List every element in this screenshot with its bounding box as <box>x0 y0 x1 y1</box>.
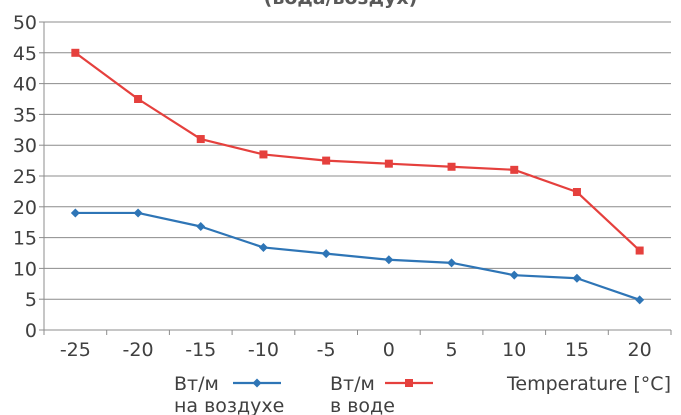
data-point <box>509 270 519 280</box>
y-tick-label: 25 <box>13 166 37 188</box>
data-point <box>635 246 644 255</box>
y-tick-label: 0 <box>25 320 37 342</box>
y-axis-ticks: 0 5 10 15 20 25 30 35 40 45 50 <box>13 12 44 342</box>
x-tick-label: 0 <box>383 339 395 361</box>
data-point <box>258 242 268 252</box>
y-tick-label: 30 <box>13 135 37 157</box>
y-tick-label: 10 <box>13 258 37 280</box>
y-tick-label: 20 <box>13 197 37 219</box>
chart-title: (вода/воздух) <box>0 0 681 9</box>
data-point <box>572 273 582 283</box>
x-tick-label: -10 <box>248 339 279 361</box>
data-point <box>71 48 80 57</box>
x-axis-ticks: -25 -20 -15 -10 -5 0 5 10 15 20 <box>43 330 672 361</box>
data-point <box>196 135 205 144</box>
data-point <box>405 379 413 387</box>
y-tick-label: 45 <box>13 43 37 65</box>
data-point <box>447 258 457 268</box>
legend-label-line2: на воздухе <box>174 395 284 415</box>
y-tick-label: 40 <box>13 74 37 96</box>
series-line <box>75 211 641 301</box>
series-2 <box>71 48 644 255</box>
data-point <box>635 295 645 305</box>
y-tick-label: 5 <box>25 289 37 311</box>
data-point <box>134 95 143 103</box>
gridlines <box>44 21 671 300</box>
data-point <box>321 249 331 259</box>
legend-label-temperature: Temperature [°C] <box>506 373 671 395</box>
data-point <box>133 208 143 218</box>
legend-label-line1: Вт/м <box>174 373 219 395</box>
x-tick-label: 5 <box>446 339 458 361</box>
series-line <box>74 51 641 252</box>
x-tick-label: 10 <box>502 339 526 361</box>
data-point <box>322 156 331 165</box>
data-point <box>447 162 456 171</box>
x-tick-label: -20 <box>123 339 154 361</box>
x-tick-label: -15 <box>185 339 216 361</box>
data-point <box>572 188 581 197</box>
legend-label-line2: в воде <box>330 395 395 415</box>
series-group <box>70 48 645 305</box>
x-tick-label: 15 <box>565 339 589 361</box>
data-point <box>384 159 393 168</box>
legend-item-1: Вт/мна воздухе <box>174 373 284 415</box>
data-point <box>70 208 80 218</box>
y-tick-label: 50 <box>13 12 37 34</box>
data-point <box>259 150 268 159</box>
series-1 <box>70 208 645 305</box>
data-point <box>196 222 206 232</box>
data-point <box>510 165 519 174</box>
data-point <box>384 255 394 265</box>
y-tick-label: 15 <box>13 228 37 250</box>
x-tick-label: -5 <box>317 339 336 361</box>
y-tick-label: 35 <box>13 104 37 126</box>
legend-item-2: Вт/мв воде <box>330 373 433 415</box>
data-point <box>252 378 262 388</box>
legend-label-line1: Вт/м <box>330 373 375 395</box>
x-tick-label: 20 <box>628 339 652 361</box>
x-tick-label: -25 <box>60 339 91 361</box>
